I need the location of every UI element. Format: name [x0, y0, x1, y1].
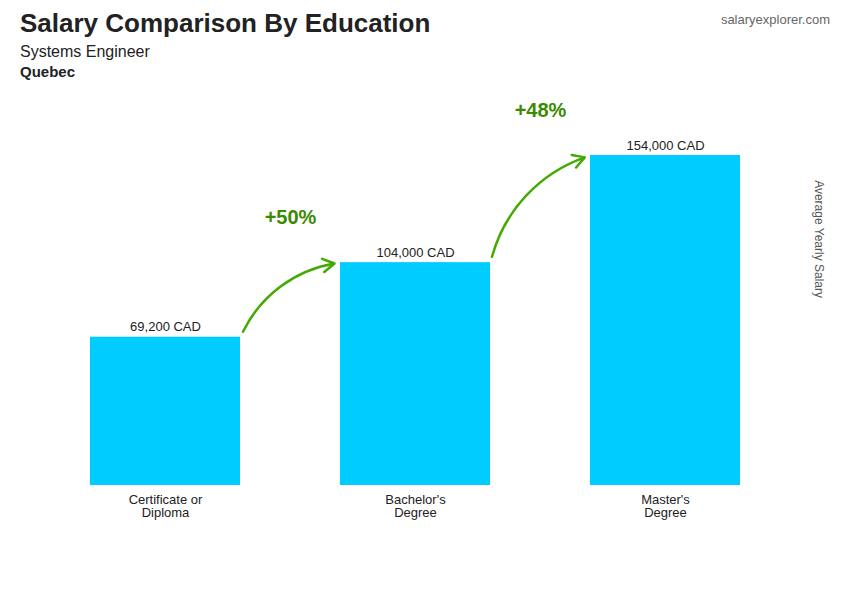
svg-text:69,200 CAD: 69,200 CAD	[130, 319, 201, 334]
html-text:Salary Comparison By Education: Salary Comparison By Education	[20, 8, 431, 38]
html-text:Systems Engineer: Systems Engineer	[20, 43, 150, 60]
svg-text:Certificate orDiploma: Certificate orDiploma	[129, 492, 203, 520]
svg-text:Master'sDegree: Master'sDegree	[641, 492, 690, 520]
svg-text:154,000 CAD: 154,000 CAD	[626, 138, 704, 153]
svg-text:+50%: +50%	[265, 206, 317, 228]
svg-text:Bachelor'sDegree: Bachelor'sDegree	[385, 492, 446, 520]
svg-text:+48%: +48%	[515, 99, 567, 121]
html-text:Quebec: Quebec	[20, 63, 75, 80]
svg-text:104,000 CAD: 104,000 CAD	[376, 245, 454, 260]
svg-text:Average Yearly Salary: Average Yearly Salary	[812, 180, 826, 298]
html-text:salaryexplorer.com: salaryexplorer.com	[720, 12, 830, 27]
